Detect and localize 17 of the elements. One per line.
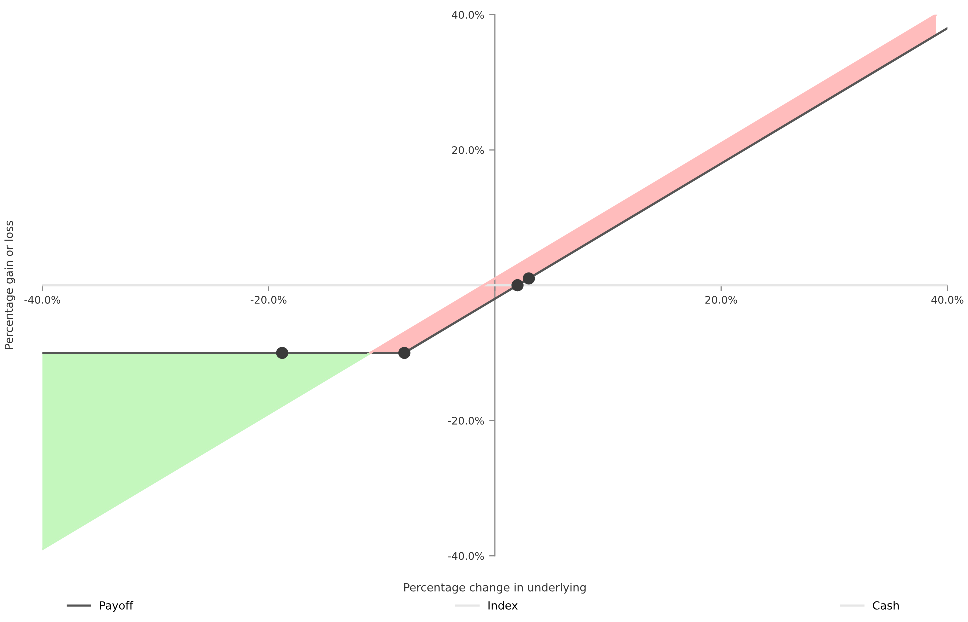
y-axis-title: Percentage gain or loss [4,221,16,350]
x-tick-label: 40.0% [932,296,964,304]
legend-label: Cash [873,601,899,610]
y-tick-label: 40.0% [452,11,484,20]
x-tick-label: 20.0% [706,296,738,304]
x-tick-label: -20.0% [250,296,287,304]
x-tick-label: -40.0% [24,296,60,304]
x-axis-title: Percentage change in underlying [404,583,586,594]
point [512,279,524,292]
point [398,347,411,360]
y-tick-label: -40.0% [448,552,484,560]
point [523,272,536,285]
y-tick-label: 20.0% [452,146,484,154]
y-tick-label: -20.0% [448,417,484,425]
point [276,347,289,360]
legend-label: Payoff [100,601,134,612]
legend-label: Index [488,601,518,610]
